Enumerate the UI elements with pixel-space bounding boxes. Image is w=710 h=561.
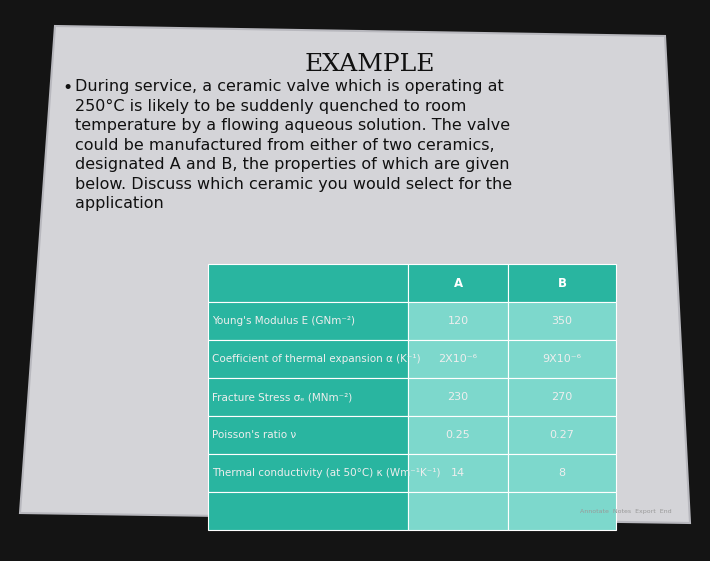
Bar xyxy=(508,264,616,302)
Text: Young's Modulus E (GNm⁻²): Young's Modulus E (GNm⁻²) xyxy=(212,316,355,326)
Bar xyxy=(408,302,508,340)
Text: 350: 350 xyxy=(552,316,572,326)
Text: Fracture Stress σₑ (MNm⁻²): Fracture Stress σₑ (MNm⁻²) xyxy=(212,392,352,402)
Text: 9X10⁻⁶: 9X10⁻⁶ xyxy=(542,354,581,364)
Text: EXAMPLE: EXAMPLE xyxy=(305,53,435,76)
Text: B: B xyxy=(557,277,567,289)
Bar xyxy=(408,492,508,530)
Text: 120: 120 xyxy=(447,316,469,326)
Polygon shape xyxy=(20,26,690,523)
Bar xyxy=(508,378,616,416)
Text: Coefficient of thermal expansion α (K⁻¹): Coefficient of thermal expansion α (K⁻¹) xyxy=(212,354,420,364)
Bar xyxy=(408,340,508,378)
Bar xyxy=(208,416,408,454)
Bar xyxy=(408,454,508,492)
Text: 250°C is likely to be suddenly quenched to room: 250°C is likely to be suddenly quenched … xyxy=(75,99,466,113)
Text: A: A xyxy=(454,277,462,289)
Text: During service, a ceramic valve which is operating at: During service, a ceramic valve which is… xyxy=(75,79,504,94)
Text: 14: 14 xyxy=(451,468,465,478)
Text: 2X10⁻⁶: 2X10⁻⁶ xyxy=(439,354,478,364)
Text: Poisson's ratio ν: Poisson's ratio ν xyxy=(212,430,296,440)
Text: 8: 8 xyxy=(559,468,566,478)
Bar xyxy=(208,340,408,378)
Bar xyxy=(408,378,508,416)
Text: 270: 270 xyxy=(552,392,573,402)
Text: •: • xyxy=(62,79,72,97)
Text: 0.27: 0.27 xyxy=(550,430,574,440)
Text: Thermal conductivity (at 50°C) κ (Wm⁻¹K⁻¹): Thermal conductivity (at 50°C) κ (Wm⁻¹K⁻… xyxy=(212,468,440,478)
Text: could be manufactured from either of two ceramics,: could be manufactured from either of two… xyxy=(75,137,495,153)
Bar xyxy=(208,264,408,302)
Bar xyxy=(408,264,508,302)
Text: temperature by a flowing aqueous solution. The valve: temperature by a flowing aqueous solutio… xyxy=(75,118,510,133)
Text: designated A and B, the properties of which are given: designated A and B, the properties of wh… xyxy=(75,157,510,172)
Text: 0.25: 0.25 xyxy=(446,430,471,440)
Bar xyxy=(408,416,508,454)
Bar xyxy=(208,454,408,492)
Bar xyxy=(508,340,616,378)
Bar xyxy=(508,302,616,340)
Bar xyxy=(208,378,408,416)
Text: Annotate  Notes  Export  End: Annotate Notes Export End xyxy=(580,509,672,514)
Bar xyxy=(508,416,616,454)
Text: application: application xyxy=(75,196,164,211)
Text: 230: 230 xyxy=(447,392,469,402)
Bar xyxy=(208,302,408,340)
Text: below. Discuss which ceramic you would select for the: below. Discuss which ceramic you would s… xyxy=(75,177,512,191)
Bar xyxy=(508,454,616,492)
Bar xyxy=(508,492,616,530)
Bar xyxy=(208,492,408,530)
